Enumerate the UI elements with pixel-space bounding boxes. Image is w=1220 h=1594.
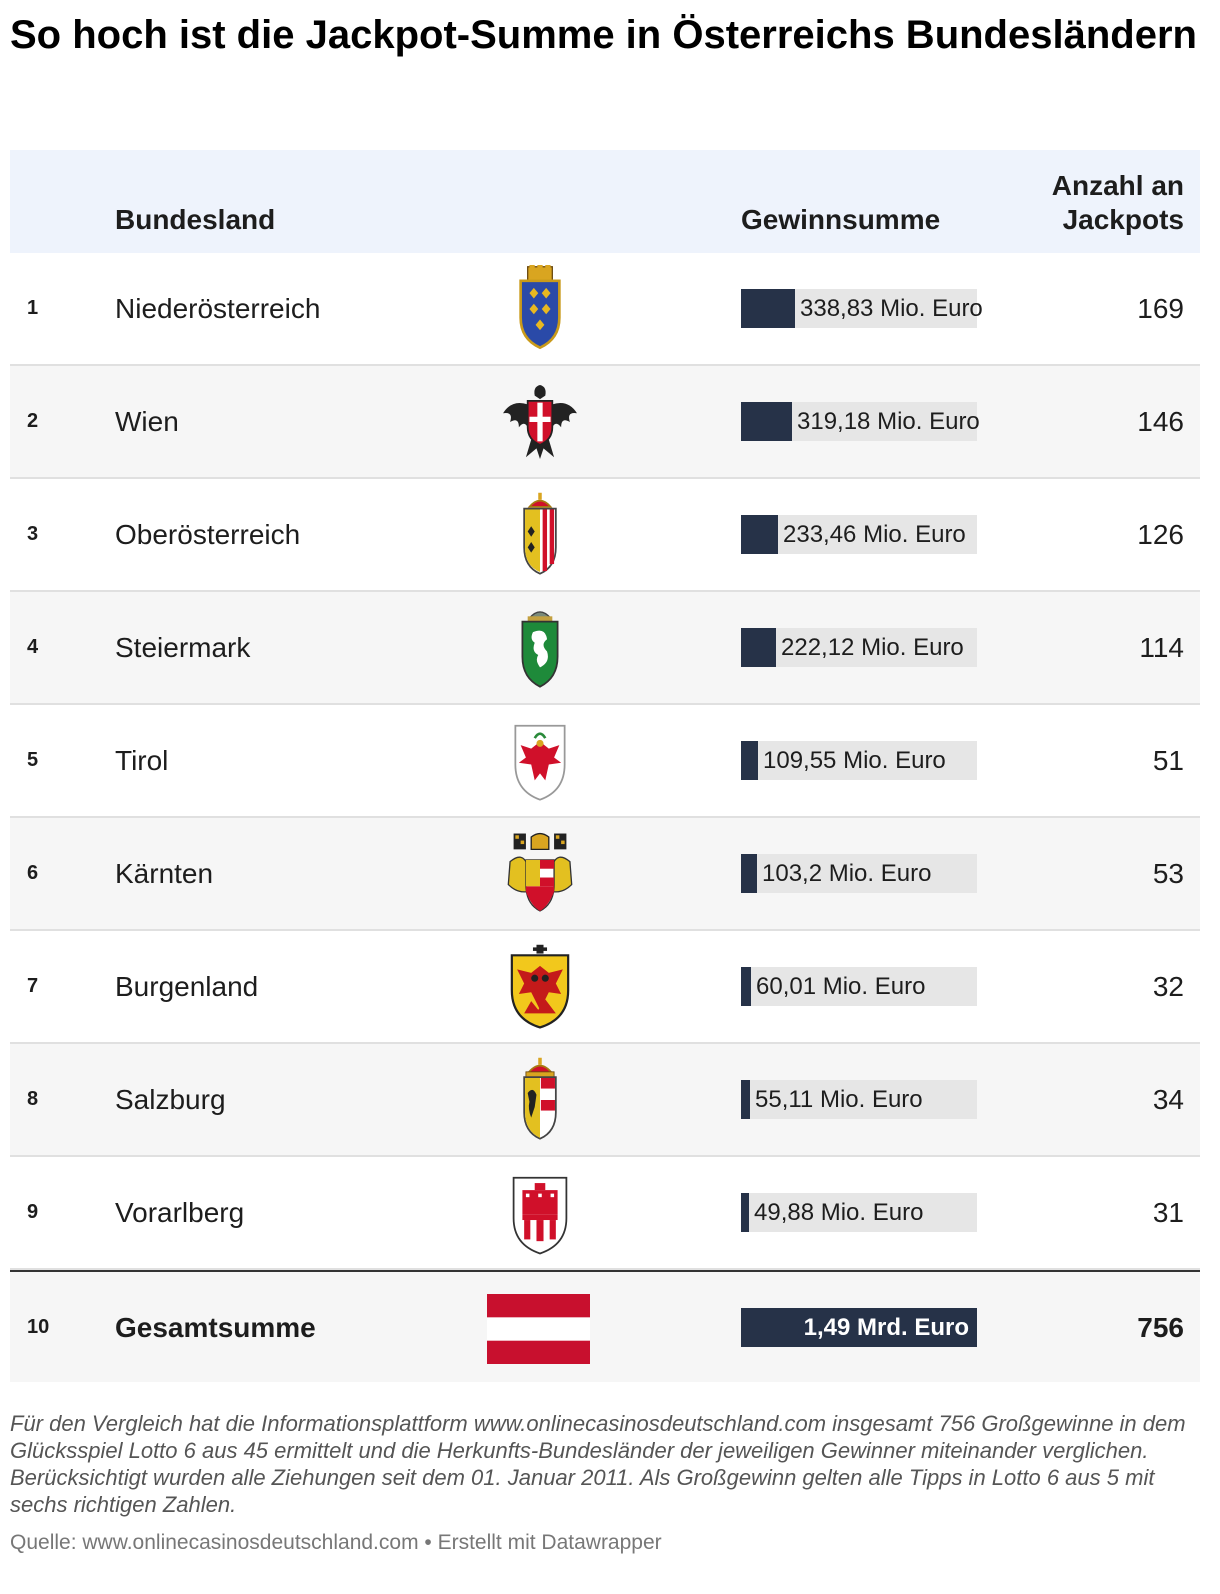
jackpot-count: 756	[1137, 1312, 1184, 1343]
bundesland-name: Wien	[115, 406, 179, 437]
bundesland-name: Kärnten	[115, 858, 214, 889]
jackpot-count: 114	[1139, 632, 1184, 663]
wien-crest-icon	[490, 378, 590, 466]
rank-number: 4	[27, 636, 39, 658]
table-row: 2 Wien 319,18 Mio. Euro 146	[10, 366, 1200, 479]
rank-number: 1	[27, 297, 39, 319]
value-bar	[741, 1080, 750, 1119]
bar-track: 338,83 Mio. Euro	[741, 289, 983, 328]
rank-number: 6	[27, 862, 39, 884]
value-label: 338,83 Mio. Euro	[800, 295, 983, 322]
value-label: 319,18 Mio. Euro	[797, 408, 980, 435]
chart-title: So hoch ist die Jackpot-Summe in Österre…	[10, 13, 1197, 57]
burgenland-crest-icon	[490, 943, 590, 1031]
table-row: 4 Steiermark 222,12 Mio. Euro 114	[10, 592, 1200, 705]
value-label: 55,11 Mio. Euro	[755, 1086, 923, 1113]
bar-track: 49,88 Mio. Euro	[741, 1193, 977, 1232]
table-row: 9 Vorarlberg 49,88 Mio. Euro 31	[10, 1157, 1200, 1270]
bundesland-name: Steiermark	[115, 632, 251, 663]
bar-track: 109,55 Mio. Euro	[741, 741, 977, 780]
bundesland-name: Niederösterreich	[115, 293, 321, 324]
value-bar	[741, 628, 776, 667]
value-label: 109,55 Mio. Euro	[763, 747, 946, 774]
bar-track: 1,49 Mrd. Euro	[741, 1308, 977, 1347]
rank-number: 8	[27, 1088, 39, 1110]
bar-track: 233,46 Mio. Euro	[741, 515, 977, 554]
value-label: 60,01 Mio. Euro	[756, 973, 926, 1000]
vorarlberg-crest-icon	[490, 1169, 590, 1257]
column-header-anzahl[interactable]: Anzahl an Jackpots	[1051, 170, 1184, 235]
bundesland-name: Oberösterreich	[115, 519, 301, 550]
jackpot-count: 146	[1137, 406, 1184, 437]
table-row: 8 Salzburg 55,11 Mio. Euro 34	[10, 1044, 1200, 1157]
kaernten-crest-icon	[490, 830, 590, 918]
jackpot-count: 53	[1152, 858, 1184, 889]
bundesland-name: Tirol	[115, 745, 169, 776]
value-bar	[741, 1193, 749, 1232]
rank-number: 5	[27, 749, 39, 771]
total-row: 10 Gesamtsumme 1,49 Mrd. Euro 756	[10, 1270, 1200, 1382]
oberoesterreich-crest-icon	[490, 491, 590, 579]
rank-number: 9	[27, 1201, 39, 1223]
table-row: 1 Niederösterreich 338,83 Mio. Euro 169	[10, 253, 1200, 366]
value-label: 103,2 Mio. Euro	[762, 860, 932, 887]
column-header-gewinnsumme[interactable]: Gewinnsumme	[741, 204, 941, 235]
rank-number: 7	[27, 975, 39, 997]
value-bar	[741, 402, 792, 441]
value-label: 233,46 Mio. Euro	[783, 521, 966, 548]
jackpot-count: 126	[1137, 519, 1184, 550]
jackpot-count: 34	[1152, 1084, 1184, 1115]
table-header: Bundesland Gewinnsumme Anzahl an Jackpot…	[10, 150, 1200, 253]
salzburg-crest-icon	[490, 1056, 590, 1144]
bar-track: 222,12 Mio. Euro	[741, 628, 977, 667]
jackpot-count: 32	[1152, 971, 1184, 1002]
bundesland-name: Burgenland	[115, 971, 259, 1002]
rank-number: 3	[27, 523, 39, 545]
source-line: Quelle: www.onlinecasinosdeutschland.com…	[10, 1531, 662, 1554]
bar-track: 55,11 Mio. Euro	[741, 1080, 977, 1119]
value-bar	[741, 741, 758, 780]
tirol-crest-icon	[490, 717, 590, 805]
table-body: 1 Niederösterreich 338,83 Mio. Euro 169 2 Wie…	[10, 253, 1200, 1382]
jackpot-table: Bundesland Gewinnsumme Anzahl an Jackpot…	[10, 150, 1200, 1382]
rank-number: 10	[27, 1316, 50, 1338]
jackpot-count: 51	[1152, 745, 1184, 776]
table-row: 5 Tirol 109,55 Mio. Euro 51	[10, 705, 1200, 818]
bundesland-name: Salzburg	[115, 1084, 226, 1115]
value-bar	[741, 515, 778, 554]
value-bar	[741, 289, 795, 328]
column-header-bundesland[interactable]: Bundesland	[115, 204, 276, 235]
bundesland-name: Vorarlberg	[115, 1197, 245, 1228]
jackpot-count: 169	[1137, 293, 1184, 324]
niederoesterreich-crest-icon	[490, 265, 590, 353]
bar-track: 60,01 Mio. Euro	[741, 967, 977, 1006]
jackpot-count: 31	[1152, 1197, 1184, 1228]
value-label: 222,12 Mio. Euro	[781, 634, 964, 661]
value-bar	[741, 854, 757, 893]
value-label: 49,88 Mio. Euro	[754, 1199, 924, 1226]
table-row: 3 Oberösterreich 233,46 Mio. Euro 126	[10, 479, 1200, 592]
table-row: 7 Burgenland 60,01 Mio. Euro 32	[10, 931, 1200, 1044]
value-bar	[741, 967, 751, 1006]
austria-flag-icon	[487, 1294, 590, 1364]
steiermark-crest-icon	[490, 604, 590, 692]
bundesland-name: Gesamtsumme	[115, 1312, 316, 1343]
value-label: 1,49 Mrd. Euro	[803, 1314, 969, 1341]
bar-track: 103,2 Mio. Euro	[741, 854, 977, 893]
table-row: 6 Kärnten 103,2 Mio. Euro 53	[10, 818, 1200, 931]
footnote: Für den Vergleich hat die Informationspl…	[10, 1411, 1186, 1517]
value-bar	[741, 1308, 977, 1347]
rank-number: 2	[27, 410, 39, 432]
bar-track: 319,18 Mio. Euro	[741, 402, 980, 441]
